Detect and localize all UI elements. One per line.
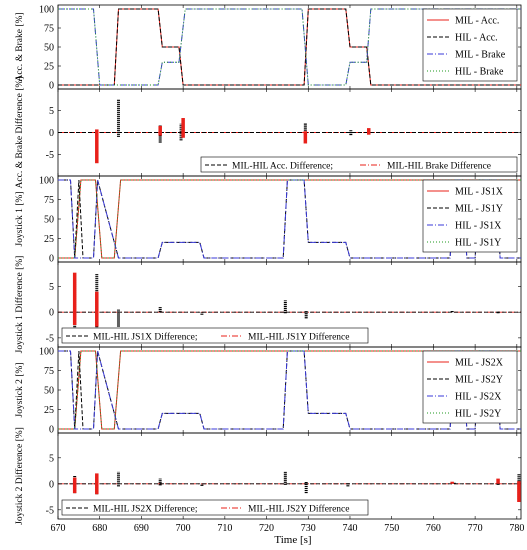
legend: MIL - JS2X MIL - JS2Y HIL - JS2X HIL - JS2Y	[422, 350, 518, 424]
legend: MIL-HIL Acc. Difference; MIL-HIL Brake Di…	[200, 156, 518, 173]
legend-entry: MIL-HIL Brake Difference	[387, 161, 491, 172]
y-tick-label: 25	[44, 405, 54, 416]
legend-entry: HIL - JS2Y	[455, 409, 501, 420]
x-tick-label: 740	[342, 523, 357, 534]
x-tick-label: 710	[217, 523, 232, 534]
series-2-spikes	[72, 473, 521, 502]
subplot-4: -5 0 5 Joystick 1 Difference [%] MIL-HIL JS1…	[14, 256, 522, 354]
series-1-spikes	[73, 471, 521, 500]
legend: MIL-HIL JS1X Difference; MIL-HIL JS1Y Dif…	[61, 327, 369, 344]
plot-frame	[57, 432, 522, 520]
x-tick-label: 700	[176, 523, 191, 534]
legend-box	[422, 350, 518, 424]
y-tick-label: 50	[44, 386, 54, 397]
subplot-1: 0 25 50 75 100 Acc. & Brake [%] MIL - Acc. HIL …	[15, 5, 522, 92]
series-2-spikes	[72, 272, 99, 327]
x-tick-label: 750	[384, 523, 399, 534]
legend-entry: MIL-HIL JS1X Difference;	[93, 332, 197, 343]
series-1-spikes	[116, 99, 371, 143]
y-tick-label: 0	[49, 308, 54, 319]
y-axis-label: Acc. & Brake [%]	[15, 12, 25, 81]
x-tick-label: 680	[92, 523, 107, 534]
plot-area	[58, 179, 521, 259]
y-tick-label: 100	[39, 5, 54, 16]
x-axis-label: Time [s]	[274, 534, 311, 546]
legend-entry: MIL - JS1X	[455, 187, 504, 198]
legend-box	[61, 327, 369, 344]
series-2-spikes	[95, 118, 371, 164]
y-tick-label: 0	[49, 128, 54, 139]
legend-entry: MIL - Brake	[455, 50, 506, 61]
x-axis-ticks: 670 680 690 700 710 720 730 740 750 760 770 780	[51, 523, 525, 534]
series-line-4	[58, 8, 521, 86]
y-tick-label: 50	[44, 43, 54, 54]
y-tick-label: 25	[44, 234, 54, 245]
legend: MIL - Acc. HIL - Acc. MIL - Brake HIL - Bra…	[422, 8, 518, 82]
y-axis-label: Joystick 2 Difference [%]	[14, 427, 25, 525]
series-line-2	[58, 8, 521, 86]
y-tick-label: 75	[44, 195, 54, 206]
legend-entry: HIL - Acc.	[455, 33, 498, 44]
y-tick-label: 0	[49, 81, 54, 92]
x-tick-label: 770	[468, 523, 483, 534]
legend-entry: MIL - JS2Y	[455, 375, 503, 386]
legend-entry: MIL-HIL JS1Y Difference	[248, 332, 349, 343]
y-axis-label: Joystick 1 Difference [%]	[14, 256, 25, 354]
legend-entry: MIL-HIL Acc. Difference;	[232, 161, 333, 172]
y-tick-label: 5	[49, 282, 54, 293]
series-1-spikes	[73, 273, 500, 336]
legend-entry: HIL - JS2X	[455, 392, 502, 403]
x-tick-label: 730	[301, 523, 316, 534]
y-axis-label: Joystick 1 [%]	[15, 192, 25, 247]
legend: MIL-HIL JS2X Difference; MIL-HIL JS2Y Dif…	[61, 499, 369, 516]
legend-entry: HIL - JS1X	[455, 221, 502, 232]
x-tick-label: 760	[426, 523, 441, 534]
legend-entry: MIL - JS1Y	[455, 204, 503, 215]
legend-entry: HIL - Brake	[455, 67, 504, 78]
y-tick-label: 5	[49, 453, 54, 464]
x-tick-label: 720	[259, 523, 274, 534]
y-tick-label: 100	[39, 347, 54, 358]
legend-box	[422, 179, 518, 253]
legend-entry: MIL - JS2X	[455, 358, 504, 369]
y-axis-label: Acc. & Brake Difference [%]	[14, 77, 25, 189]
legend: MIL - JS1X MIL - JS1Y HIL - JS1X HIL - JS1Y	[422, 179, 518, 253]
plot-area	[58, 8, 521, 86]
y-tick-label: -5	[46, 150, 54, 161]
y-tick-label: 5	[49, 106, 54, 117]
y-tick-label: 75	[44, 24, 54, 35]
y-tick-label: 50	[44, 215, 54, 226]
plot-area	[58, 350, 521, 430]
legend-box	[200, 156, 518, 173]
legend-box	[61, 499, 369, 516]
subplot-6: -5 0 5 Joystick 2 Difference [%] MIL-HIL JS2…	[14, 427, 522, 525]
x-tick-label: 670	[51, 523, 66, 534]
subplot-2: -5 0 5 Acc. & Brake Difference [%] MIL-HIL A…	[14, 77, 522, 189]
y-axis-label: Joystick 2 [%]	[15, 363, 25, 418]
y-tick-label: 25	[44, 62, 54, 73]
x-tick-label: 690	[134, 523, 149, 534]
y-tick-label: -5	[46, 505, 54, 516]
y-tick-label: 0	[49, 425, 54, 436]
y-tick-label: 0	[49, 479, 54, 490]
y-tick-label: 100	[39, 176, 54, 187]
legend-entry: MIL-HIL JS2Y Difference	[248, 504, 349, 515]
legend-entry: HIL - JS1Y	[455, 238, 501, 249]
plot-area	[58, 272, 521, 336]
legend-box	[422, 8, 518, 82]
y-tick-label: 0	[49, 254, 54, 265]
plot-area	[58, 99, 521, 164]
y-tick-label: -5	[46, 333, 54, 344]
legend-entry: MIL-HIL JS2X Difference;	[93, 504, 197, 515]
plot-area	[58, 471, 521, 502]
y-tick-label: 75	[44, 366, 54, 377]
legend-entry: MIL - Acc.	[455, 16, 499, 27]
x-tick-label: 780	[509, 523, 524, 534]
